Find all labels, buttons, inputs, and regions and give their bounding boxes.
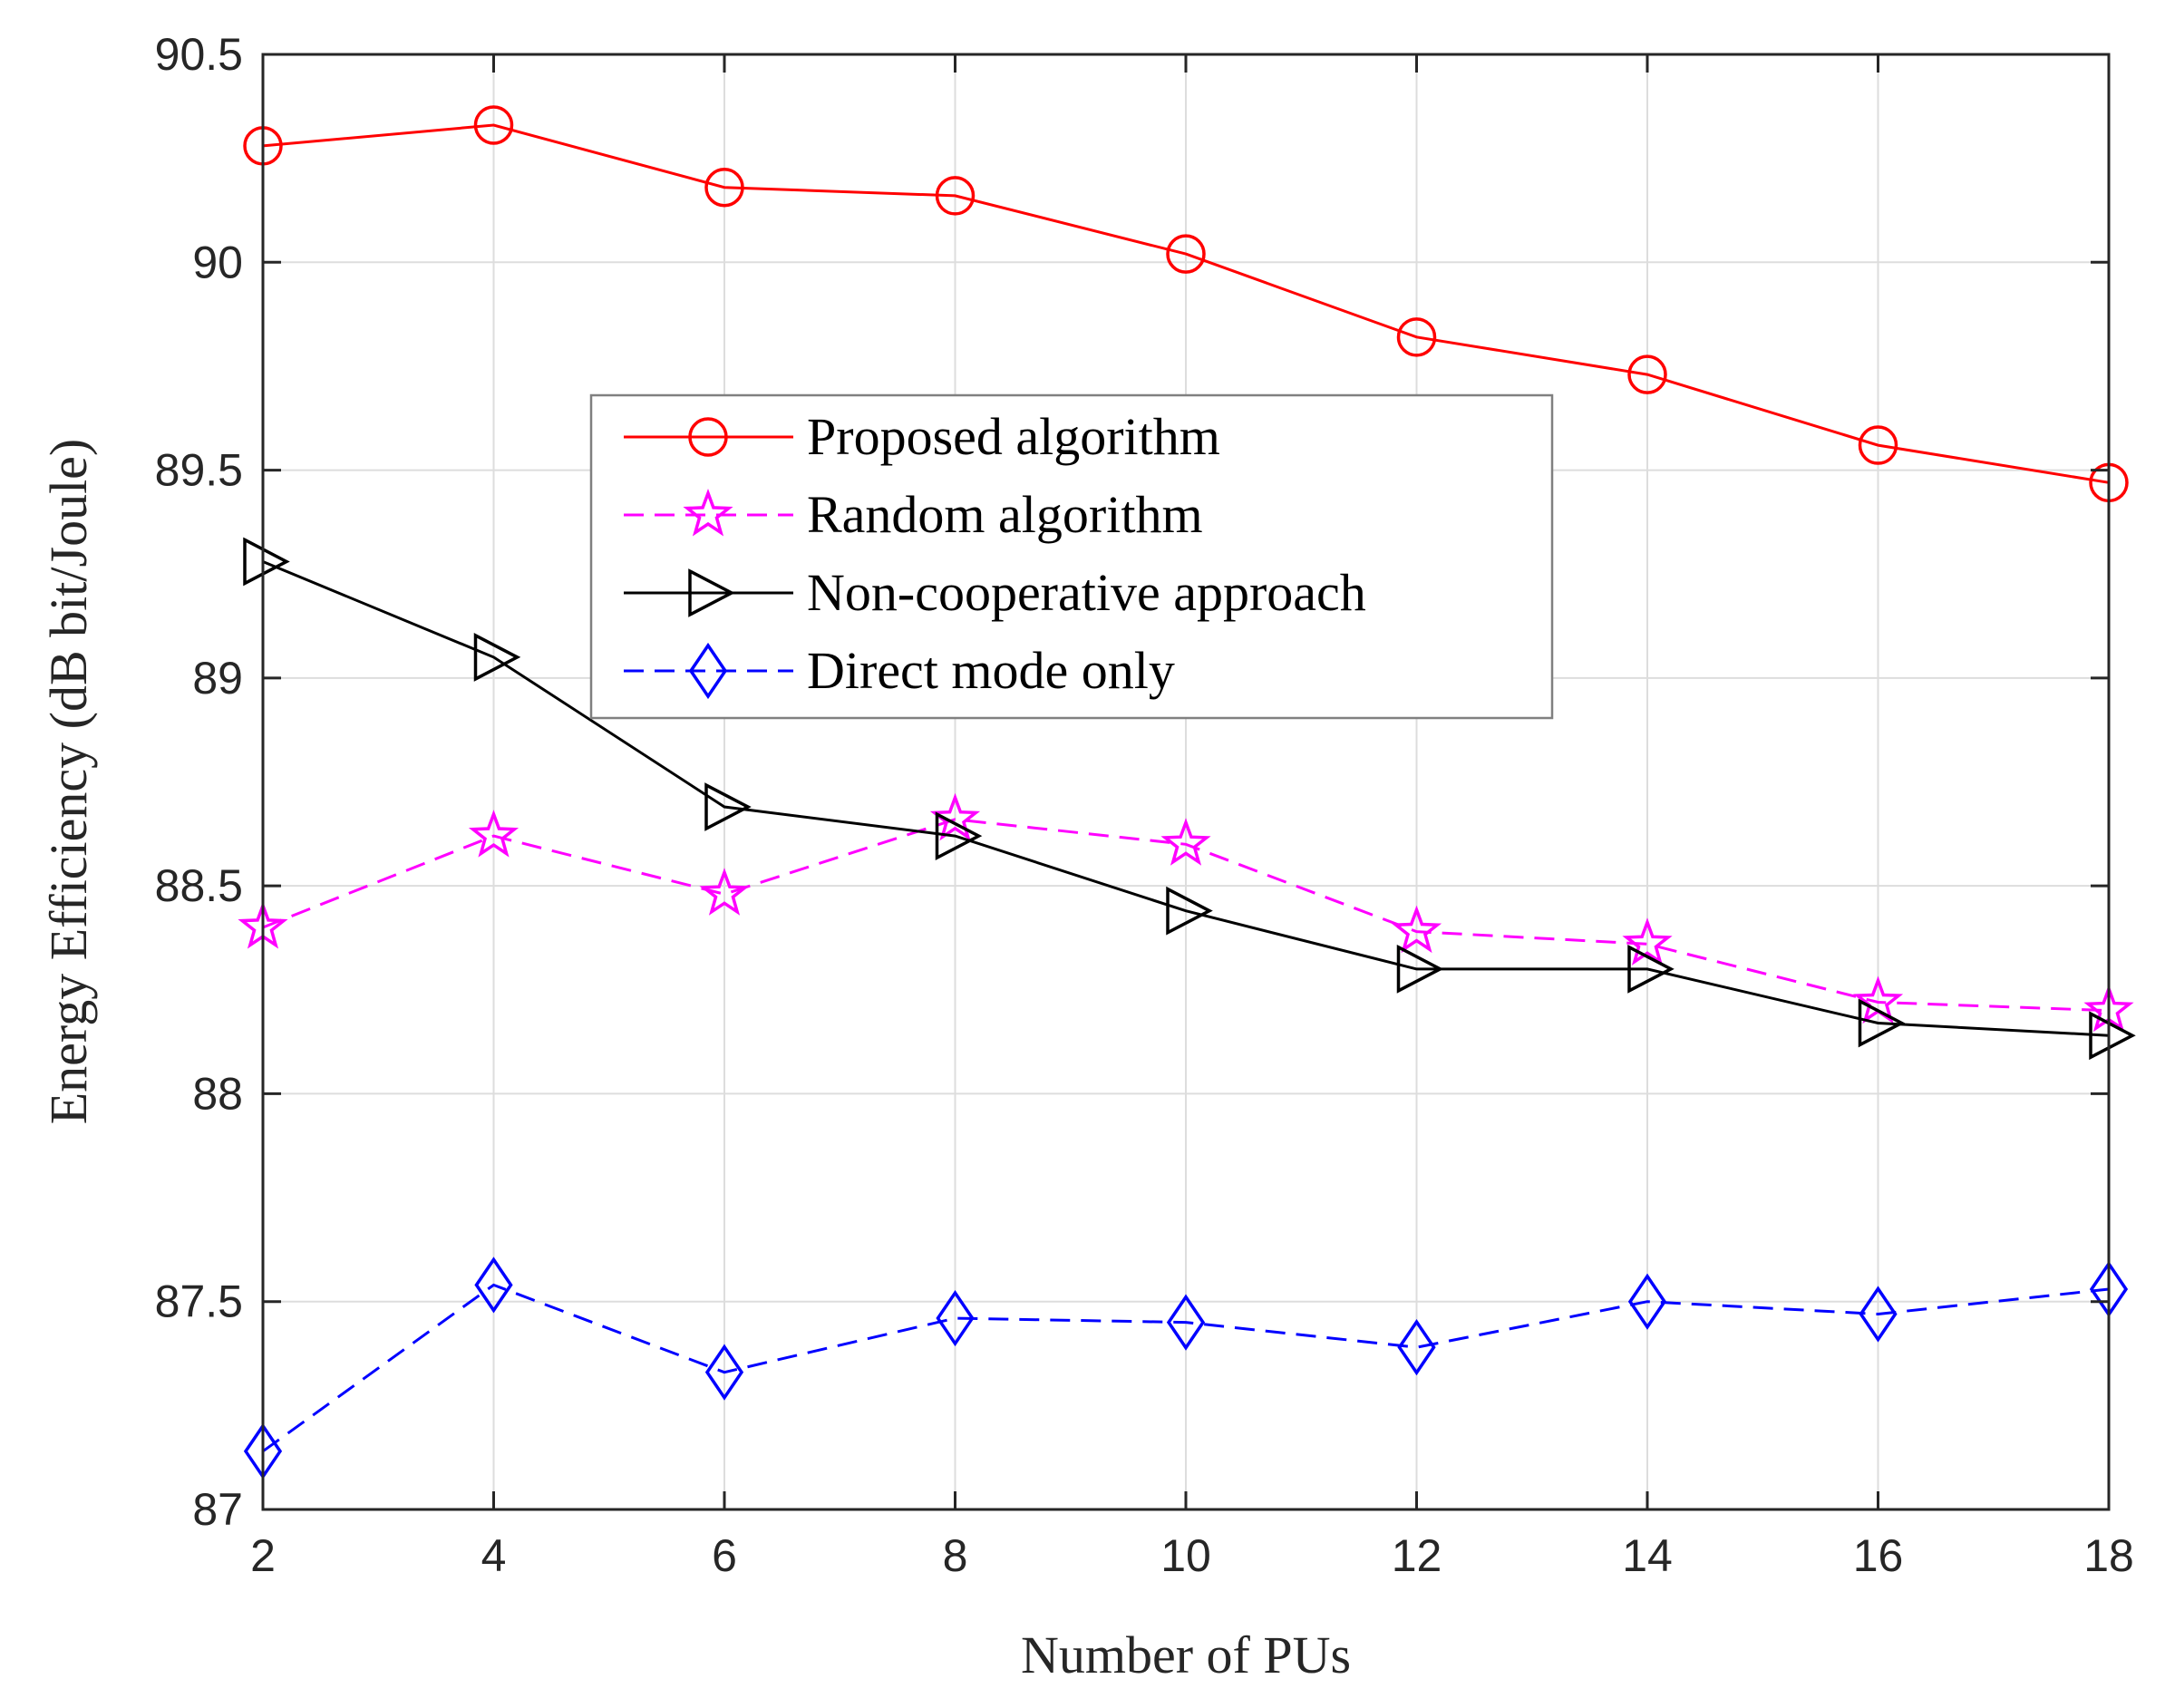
x-axis-label: Number of PUs [1021, 1626, 1351, 1684]
legend-marker [688, 568, 735, 617]
ticks [261, 53, 2111, 1511]
data-point [473, 105, 514, 145]
data-point [1622, 917, 1673, 966]
data-point [936, 1289, 975, 1347]
legend-entry-1: Random algorithm [624, 485, 1203, 544]
x-tick-label: 2 [250, 1530, 276, 1581]
data-point [1859, 1286, 1898, 1343]
series-line [262, 818, 2110, 1013]
data-point [1166, 886, 1213, 936]
data-point [2089, 1011, 2136, 1061]
x-tick-label: 16 [1853, 1530, 1904, 1581]
series-line [262, 1283, 2110, 1453]
legend-label: Random algorithm [807, 485, 1203, 544]
legend-entry-3: Direct mode only [624, 641, 1175, 700]
legend-label: Non-cooperative approach [807, 563, 1366, 622]
data-point [1627, 944, 1675, 994]
data-point [1396, 944, 1444, 994]
legend-marker [688, 417, 728, 457]
y-tick-label: 90.5 [155, 29, 243, 80]
legend-entry-0: Proposed algorithm [624, 407, 1220, 466]
legend-marker [683, 488, 733, 537]
data-point [1396, 317, 1437, 357]
x-tick-label: 6 [712, 1530, 737, 1581]
x-tick-label: 18 [2083, 1530, 2134, 1581]
data-point [704, 1344, 744, 1401]
data-point [929, 792, 981, 841]
x-tick-label: 4 [481, 1530, 507, 1581]
legend-entry-2: Non-cooperative approach [624, 563, 1366, 622]
y-axis-label: Energy Efficiency (dB bit/Joule) [39, 439, 98, 1125]
y-tick-label: 88 [192, 1068, 243, 1119]
y-tick-label: 89.5 [155, 445, 243, 496]
x-tick-label: 14 [1622, 1530, 1673, 1581]
data-point [935, 811, 983, 861]
data-point [699, 868, 750, 916]
data-point [1397, 1319, 1436, 1376]
data-point [704, 167, 744, 208]
data-point [1391, 905, 1442, 954]
data-point [468, 810, 519, 858]
data-point [935, 176, 976, 216]
y-tick-label: 89 [192, 653, 243, 704]
legend-label: Direct mode only [807, 641, 1175, 700]
series-line [262, 560, 2110, 1037]
y-tick-label: 87.5 [155, 1276, 243, 1327]
data-point [1627, 1273, 1667, 1330]
legend-marker [688, 642, 728, 700]
series-3 [243, 1257, 2129, 1480]
data-point [243, 537, 290, 587]
legend-box [589, 393, 1554, 720]
series-line [262, 123, 2110, 484]
y-tick-label: 87 [192, 1484, 243, 1535]
tick-labels: 2 4 6 8 10 12 14 16 18 87 87.5 88 88.5 89 89.5 90 90.5 [155, 29, 2134, 1581]
data-point [473, 633, 521, 682]
series-0 [243, 105, 2129, 503]
series-layer [238, 105, 2136, 1480]
series-2 [243, 537, 2136, 1061]
legend-entries: Proposed algorithm Random algorithm Non-co… [624, 407, 1366, 700]
x-tick-label: 12 [1392, 1530, 1442, 1581]
data-point [1160, 818, 1211, 866]
data-point [1858, 998, 1906, 1048]
x-tick-label: 10 [1160, 1530, 1211, 1581]
y-tick-label: 88.5 [155, 860, 243, 911]
x-tick-label: 8 [943, 1530, 968, 1581]
y-tick-label: 90 [192, 237, 243, 287]
data-point [1627, 354, 1667, 394]
data-point [1166, 1294, 1206, 1351]
legend-label: Proposed algorithm [807, 407, 1220, 466]
data-point [704, 782, 752, 831]
data-point [1166, 234, 1206, 274]
data-point [474, 1257, 513, 1314]
data-point [1858, 425, 1898, 465]
legend: Proposed algorithm Random algorithm Non-co… [589, 393, 1554, 720]
